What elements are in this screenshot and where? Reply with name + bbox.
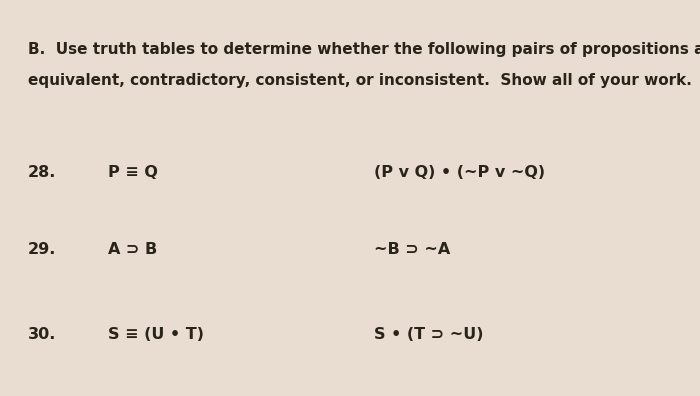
Text: B.  Use truth tables to determine whether the following pairs of propositions ar: B. Use truth tables to determine whether… xyxy=(28,42,700,57)
Text: 30.: 30. xyxy=(28,327,57,342)
Text: equivalent, contradictory, consistent, or inconsistent.  Show all of your work.: equivalent, contradictory, consistent, o… xyxy=(28,73,692,88)
Text: 28.: 28. xyxy=(28,165,57,180)
Text: ~B ⊃ ~A: ~B ⊃ ~A xyxy=(374,242,451,257)
Text: S ≡ (U • T): S ≡ (U • T) xyxy=(108,327,204,342)
Text: S • (T ⊃ ~U): S • (T ⊃ ~U) xyxy=(374,327,484,342)
Text: P ≡ Q: P ≡ Q xyxy=(108,165,158,180)
Text: 29.: 29. xyxy=(28,242,57,257)
Text: (P v Q) • (~P v ~Q): (P v Q) • (~P v ~Q) xyxy=(374,165,545,180)
Text: A ⊃ B: A ⊃ B xyxy=(108,242,158,257)
